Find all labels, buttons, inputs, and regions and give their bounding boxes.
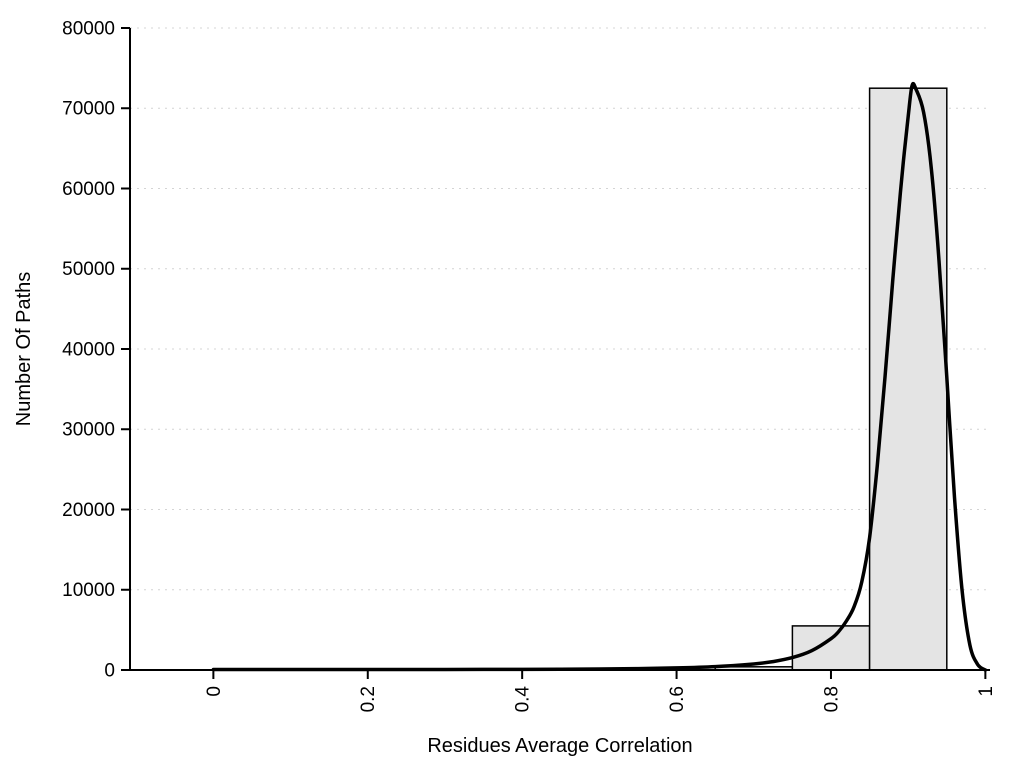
x-tick-label: 0.8 (821, 686, 842, 712)
tick-marks (121, 27, 987, 679)
y-axis-title: Number Of Paths (13, 272, 35, 427)
x-tick-label: 0.2 (358, 686, 379, 712)
tick-labels: 0 10000 20000 30000 40000 50000 60000 70000 8000… (62, 18, 997, 712)
y-tick-label: 60000 (62, 179, 115, 200)
histogram-bar (868, 87, 948, 671)
y-tick-label: 30000 (62, 420, 115, 441)
x-tick-label: 1 (976, 686, 997, 697)
gridlines (130, 27, 990, 591)
y-tick-label: 20000 (62, 500, 115, 521)
y-tick-label: 10000 (62, 580, 115, 601)
y-tick-label: 0 (104, 660, 115, 681)
x-axis-title: Residues Average Correlation (427, 735, 692, 757)
x-tick-label: 0.6 (667, 686, 688, 712)
y-tick-label: 80000 (62, 18, 115, 39)
y-tick-label: 70000 (62, 99, 115, 120)
y-tick-label: 40000 (62, 339, 115, 360)
x-tick-label: 0 (204, 686, 225, 697)
y-tick-label: 50000 (62, 259, 115, 280)
histogram-bars (714, 87, 948, 671)
histogram-bar (791, 625, 871, 671)
x-tick-label: 0.4 (513, 686, 534, 713)
axes (129, 28, 990, 671)
